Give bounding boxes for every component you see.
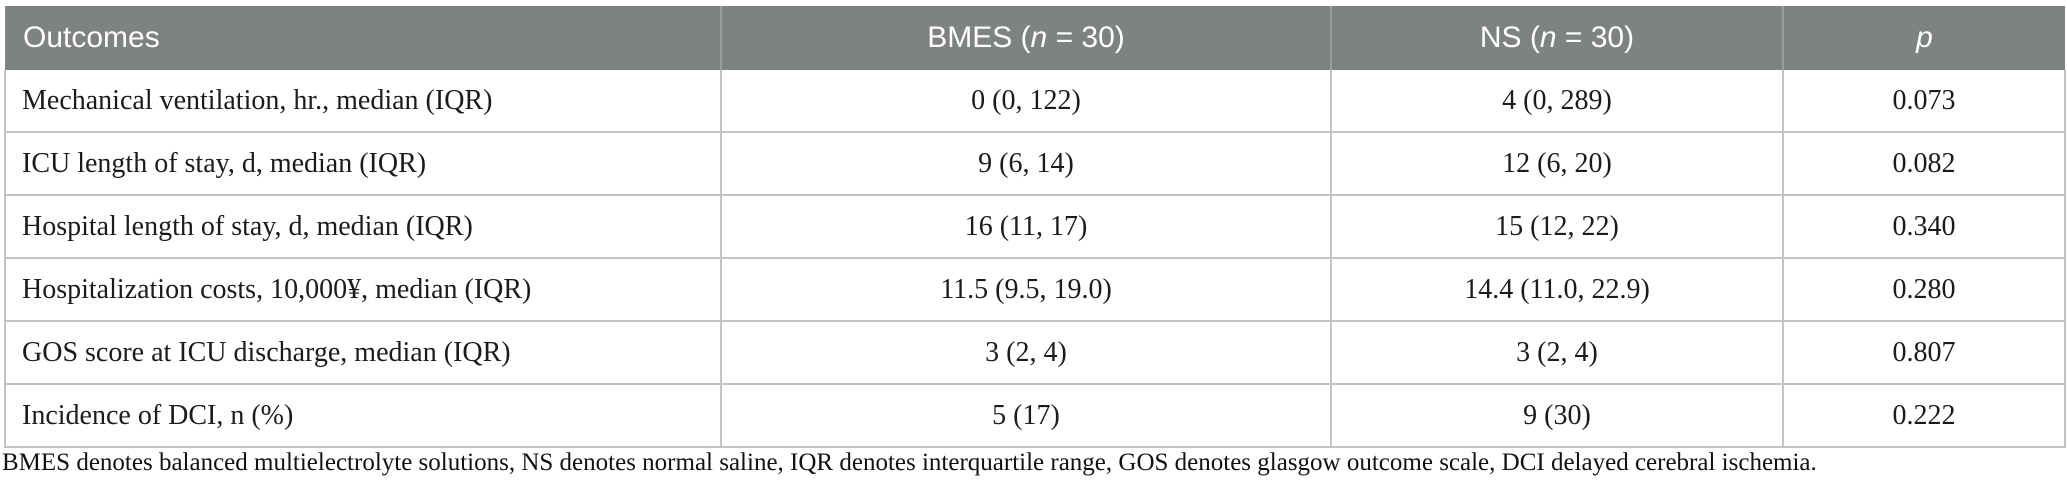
- outcome-label: Hospital length of stay, d, median (IQR): [4, 194, 722, 259]
- bmes-value: 0 (0, 122): [720, 70, 1332, 133]
- outcome-label: GOS score at ICU discharge, median (IQR): [4, 320, 722, 385]
- ns-value: 14.4 (11.0, 22.9): [1330, 257, 1784, 322]
- p-value: 0.807: [1782, 320, 2066, 385]
- table-row: Hospital length of stay, d, median (IQR)…: [4, 194, 2066, 259]
- table-row: GOS score at ICU discharge, median (IQR)…: [4, 320, 2066, 385]
- ns-value: 4 (0, 289): [1330, 70, 1784, 133]
- outcomes-table: Outcomes BMES (n = 30) NS (n = 30) p Mec…: [4, 6, 2066, 448]
- col-header-outcomes: Outcomes: [5, 6, 721, 70]
- p-value: 0.082: [1782, 131, 2066, 196]
- header-row: Outcomes BMES (n = 30) NS (n = 30) p: [5, 6, 2065, 70]
- ns-value: 9 (30): [1330, 383, 1784, 448]
- table-row: Incidence of DCI, n (%) 5 (17) 9 (30) 0.…: [4, 383, 2066, 448]
- table-row: Mechanical ventilation, hr., median (IQR…: [4, 70, 2066, 133]
- ns-value: 15 (12, 22): [1330, 194, 1784, 259]
- p-value: 0.222: [1782, 383, 2066, 448]
- bmes-value: 5 (17): [720, 383, 1332, 448]
- p-value: 0.073: [1782, 70, 2066, 133]
- bmes-value: 11.5 (9.5, 19.0): [720, 257, 1332, 322]
- table-row: ICU length of stay, d, median (IQR) 9 (6…: [4, 131, 2066, 196]
- bmes-value: 3 (2, 4): [720, 320, 1332, 385]
- outcome-label: ICU length of stay, d, median (IQR): [4, 131, 722, 196]
- outcome-label: Incidence of DCI, n (%): [4, 383, 722, 448]
- outcome-label: Hospitalization costs, 10,000¥, median (…: [4, 257, 722, 322]
- p-value: 0.340: [1782, 194, 2066, 259]
- ns-value: 3 (2, 4): [1330, 320, 1784, 385]
- bmes-value: 9 (6, 14): [720, 131, 1332, 196]
- ns-value: 12 (6, 20): [1330, 131, 1784, 196]
- col-header-bmes: BMES (n = 30): [720, 6, 1331, 70]
- col-header-p: p: [1782, 6, 2065, 70]
- col-header-ns: NS (n = 30): [1330, 6, 1783, 70]
- bmes-value: 16 (11, 17): [720, 194, 1332, 259]
- outcome-label: Mechanical ventilation, hr., median (IQR…: [4, 70, 722, 133]
- p-value: 0.280: [1782, 257, 2066, 322]
- table-row: Hospitalization costs, 10,000¥, median (…: [4, 257, 2066, 322]
- table-footnote: BMES denotes balanced multielectrolyte s…: [2, 449, 1817, 476]
